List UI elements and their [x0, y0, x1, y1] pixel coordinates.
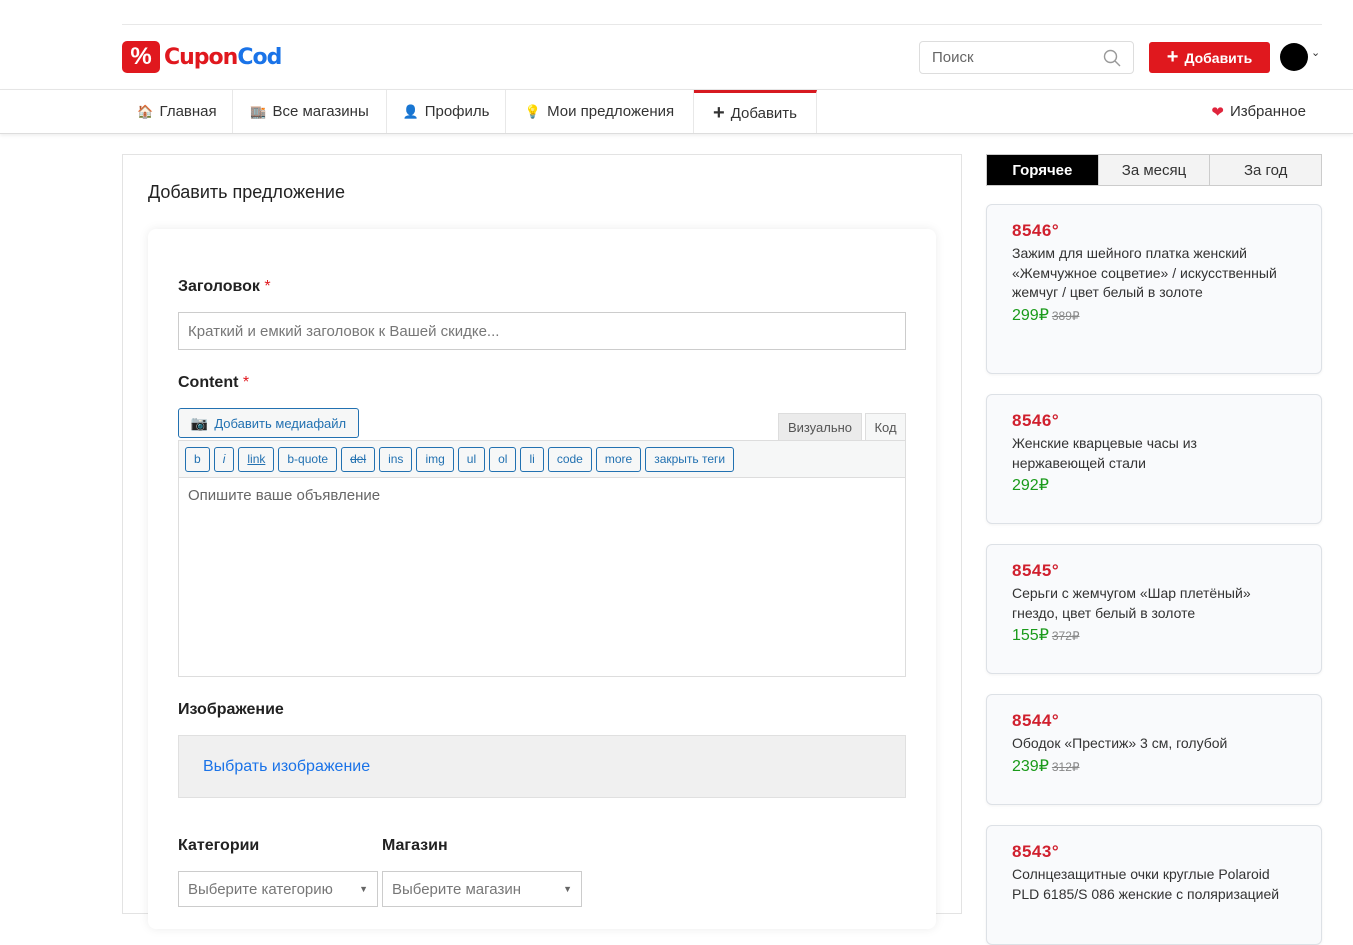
title-input[interactable]: Краткий и емкий заголовок к Вашей скидке… — [178, 312, 906, 350]
logo-text-cod: Cod — [237, 44, 282, 70]
nav-item-profile[interactable]: 👤 Профиль — [387, 90, 506, 133]
deal-price: 239₽ — [1012, 757, 1049, 775]
plus-icon: + — [1166, 46, 1179, 68]
deal-old-price: 372₽ — [1051, 629, 1080, 643]
tab-year[interactable]: За год — [1209, 155, 1322, 185]
qt-bold[interactable]: b — [185, 446, 210, 472]
deal-card[interactable]: 8543° Солнцезащитные очки круглые Polaro… — [986, 825, 1322, 945]
deal-score: 8545° — [1012, 561, 1060, 580]
content-textarea[interactable]: Опишите ваше объявление — [178, 477, 906, 677]
deal-price: 299₽ — [1012, 306, 1049, 324]
deal-score: 8546° — [1012, 221, 1060, 240]
lightbulb-icon: 💡 — [524, 103, 542, 119]
deal-card[interactable]: 8546° Женские кварцевые часы из нержавею… — [986, 394, 1322, 524]
avatar[interactable] — [1280, 43, 1308, 71]
page-title: Добавить предложение — [148, 182, 345, 202]
search-placeholder: Поиск — [932, 49, 974, 66]
qt-more[interactable]: more — [595, 446, 642, 472]
user-icon: 👤 — [402, 103, 419, 119]
deal-title[interactable]: Зажим для шейного платка женский «Жемчуж… — [1012, 245, 1277, 300]
nav-label: Все магазины — [272, 103, 369, 120]
plus-icon: + — [713, 101, 725, 124]
add-media-label: Добавить медиафайл — [214, 415, 347, 431]
content-placeholder: Опишите ваше объявление — [188, 487, 381, 504]
search-input[interactable]: Поиск — [919, 41, 1134, 74]
image-dropzone: Выбрать изображение — [178, 735, 906, 798]
nav-item-my-offers[interactable]: 💡 Мои предложения — [506, 90, 694, 133]
add-media-button[interactable]: 📷 Добавить медиафайл — [178, 408, 359, 438]
qt-li[interactable]: li — [520, 446, 544, 472]
tab-visual[interactable]: Визуально — [778, 413, 862, 441]
nav-label: Добавить — [730, 104, 797, 122]
nav-item-home[interactable]: 🏠 Главная — [122, 90, 233, 133]
qt-code[interactable]: code — [547, 446, 592, 472]
deal-card[interactable]: 8545° Серьги с жемчугом «Шар плетёный» г… — [986, 544, 1322, 674]
deal-title[interactable]: Женские кварцевые часы из нержавеющей ст… — [1012, 435, 1197, 471]
category-label: Категории — [178, 837, 260, 854]
deal-title[interactable]: Ободок «Престиж» 3 см, голубой — [1012, 735, 1228, 751]
nav-item-stores[interactable]: 🏬 Все магазины — [233, 90, 387, 133]
deal-price: 292₽ — [1012, 477, 1049, 494]
tab-month[interactable]: За месяц — [1097, 155, 1210, 185]
deal-score: 8546° — [1012, 411, 1060, 430]
deal-title[interactable]: Солнцезащитные очки круглые Polaroid PLD… — [1012, 866, 1280, 902]
add-button-label: Добавить — [1184, 49, 1253, 66]
favorites-link[interactable]: ❤ Избранное — [1211, 90, 1306, 133]
nav-item-add[interactable]: + Добавить — [694, 90, 817, 133]
caret-down-icon: ▼ — [359, 884, 368, 894]
main-nav: 🏠 Главная 🏬 Все магазины 👤 Профиль 💡 Мои пре… — [0, 89, 1353, 134]
header-divider — [122, 24, 1322, 25]
deal-title[interactable]: Серьги с жемчугом «Шар плетёный» гнездо,… — [1012, 585, 1251, 621]
choose-image-link[interactable]: Выбрать изображение — [203, 757, 371, 775]
percent-icon: % — [122, 41, 160, 73]
heart-icon: ❤ — [1211, 103, 1224, 121]
deal-old-price: 389₽ — [1051, 308, 1080, 323]
qt-link[interactable]: link — [238, 446, 275, 472]
title-label: Заголовок * — [178, 278, 271, 295]
add-button[interactable]: + Добавить — [1149, 42, 1270, 73]
tab-code[interactable]: Код — [865, 413, 906, 441]
deal-card[interactable]: 8544° Ободок «Престиж» 3 см, голубой 239… — [986, 694, 1322, 805]
favorites-label: Избранное — [1229, 103, 1306, 120]
stores-icon: 🏬 — [250, 103, 267, 119]
logo[interactable]: % CuponCod — [122, 41, 282, 73]
title-placeholder: Краткий и емкий заголовок к Вашей скидке… — [188, 322, 500, 340]
deal-old-price: 312₽ — [1051, 759, 1080, 774]
qt-italic[interactable]: i — [213, 446, 235, 472]
search-icon[interactable] — [1103, 49, 1121, 67]
tab-hot[interactable]: Горячее — [987, 155, 1098, 185]
deal-card[interactable]: 8546° Зажим для шейного платка женский «… — [986, 204, 1322, 374]
home-icon: 🏠 — [137, 103, 154, 119]
media-icon: 📷 — [190, 414, 209, 431]
sidebar-tabs: Горячее За месяц За год — [986, 154, 1322, 186]
qt-ul[interactable]: ul — [457, 446, 486, 472]
qt-bquote[interactable]: b-quote — [278, 446, 338, 472]
logo-text-cupon: Cupon — [164, 44, 238, 70]
qt-ol[interactable]: ol — [489, 446, 517, 472]
chevron-down-icon[interactable]: ⌄ — [1311, 47, 1321, 59]
nav-label: Главная — [159, 103, 217, 120]
qt-ins[interactable]: ins — [379, 446, 413, 472]
nav-label: Профиль — [424, 103, 490, 120]
store-select[interactable]: Выберите магазин ▼ — [382, 871, 582, 907]
category-select[interactable]: Выберите категорию ▼ — [178, 871, 378, 907]
content-label: Content * — [178, 374, 250, 391]
store-label: Магазин — [382, 837, 448, 854]
quicktags-toolbar: b i link b-quote del ins img ul ol li co… — [178, 440, 906, 478]
qt-del[interactable]: del — [341, 446, 376, 472]
deal-score: 8544° — [1012, 711, 1060, 730]
qt-close-tags[interactable]: закрыть теги — [645, 446, 735, 472]
caret-down-icon: ▼ — [563, 884, 572, 894]
qt-img[interactable]: img — [416, 446, 454, 472]
deal-score: 8543° — [1012, 842, 1060, 861]
deal-price: 155₽ — [1012, 627, 1049, 644]
nav-label: Мои предложения — [547, 103, 675, 120]
image-label: Изображение — [178, 701, 284, 718]
